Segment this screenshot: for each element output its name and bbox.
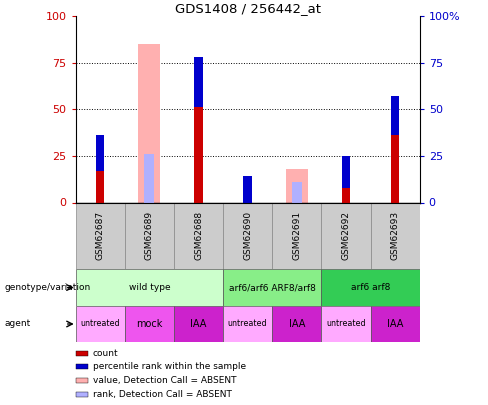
Text: untreated: untreated xyxy=(81,320,120,328)
Text: GSM62687: GSM62687 xyxy=(96,211,105,260)
Bar xyxy=(194,57,203,107)
Text: GSM62689: GSM62689 xyxy=(145,211,154,260)
Bar xyxy=(391,96,399,202)
Text: rank, Detection Call = ABSENT: rank, Detection Call = ABSENT xyxy=(93,390,231,399)
Bar xyxy=(322,269,420,306)
Bar xyxy=(76,269,223,306)
Text: IAA: IAA xyxy=(387,319,403,329)
Bar xyxy=(370,306,420,342)
Text: count: count xyxy=(93,349,118,358)
Bar xyxy=(76,202,125,269)
Text: GSM62693: GSM62693 xyxy=(390,211,400,260)
Bar xyxy=(76,306,125,342)
Bar xyxy=(223,202,272,269)
Bar xyxy=(342,156,350,202)
Title: GDS1408 / 256442_at: GDS1408 / 256442_at xyxy=(175,2,321,15)
Bar xyxy=(322,306,370,342)
Bar xyxy=(174,306,223,342)
Bar xyxy=(144,154,154,202)
Text: value, Detection Call = ABSENT: value, Detection Call = ABSENT xyxy=(93,376,236,385)
Text: percentile rank within the sample: percentile rank within the sample xyxy=(93,362,246,371)
Text: GSM62692: GSM62692 xyxy=(342,211,350,260)
Text: GSM62688: GSM62688 xyxy=(194,211,203,260)
Bar xyxy=(223,269,322,306)
Text: IAA: IAA xyxy=(190,319,207,329)
Bar xyxy=(272,202,322,269)
Bar xyxy=(244,177,252,202)
Text: genotype/variation: genotype/variation xyxy=(5,283,91,292)
Text: agent: agent xyxy=(5,320,31,328)
Bar xyxy=(138,44,161,203)
Text: untreated: untreated xyxy=(228,320,267,328)
Bar xyxy=(174,202,223,269)
Bar xyxy=(125,306,174,342)
Bar xyxy=(194,57,203,202)
Text: arf6/arf6 ARF8/arf8: arf6/arf6 ARF8/arf8 xyxy=(229,283,316,292)
Bar xyxy=(244,177,252,205)
Text: GSM62691: GSM62691 xyxy=(292,211,301,260)
Bar xyxy=(342,156,350,188)
Bar xyxy=(96,135,104,202)
Text: mock: mock xyxy=(136,319,163,329)
Text: IAA: IAA xyxy=(288,319,305,329)
Bar xyxy=(370,202,420,269)
Bar xyxy=(125,202,174,269)
Bar xyxy=(272,306,322,342)
Text: arf6 arf8: arf6 arf8 xyxy=(351,283,390,292)
Bar xyxy=(286,169,308,202)
Bar xyxy=(322,202,370,269)
Text: untreated: untreated xyxy=(326,320,366,328)
Bar xyxy=(223,306,272,342)
Bar xyxy=(292,182,302,202)
Bar xyxy=(96,135,104,171)
Bar xyxy=(391,96,399,135)
Text: wild type: wild type xyxy=(128,283,170,292)
Text: GSM62690: GSM62690 xyxy=(243,211,252,260)
